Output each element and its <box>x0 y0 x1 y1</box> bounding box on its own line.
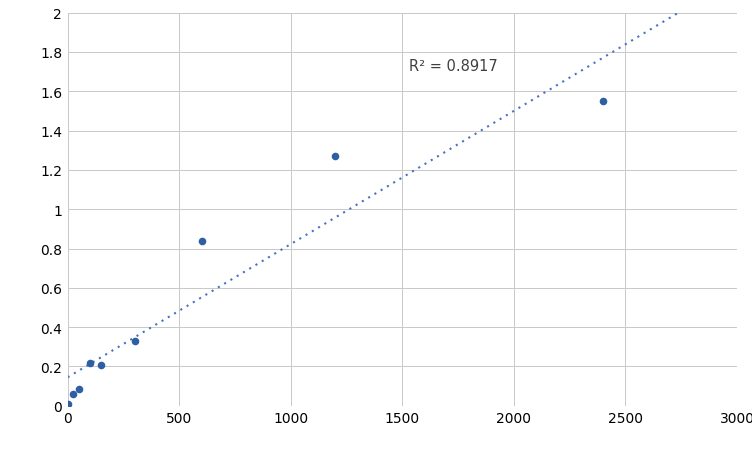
Point <box>62 400 74 408</box>
Point <box>95 361 108 368</box>
Point <box>329 153 341 161</box>
Point <box>597 98 609 106</box>
Text: R² = 0.8917: R² = 0.8917 <box>409 59 498 74</box>
Point <box>84 359 96 366</box>
Point <box>67 391 79 398</box>
Point <box>129 337 141 345</box>
Point <box>73 386 85 393</box>
Point <box>196 238 208 245</box>
